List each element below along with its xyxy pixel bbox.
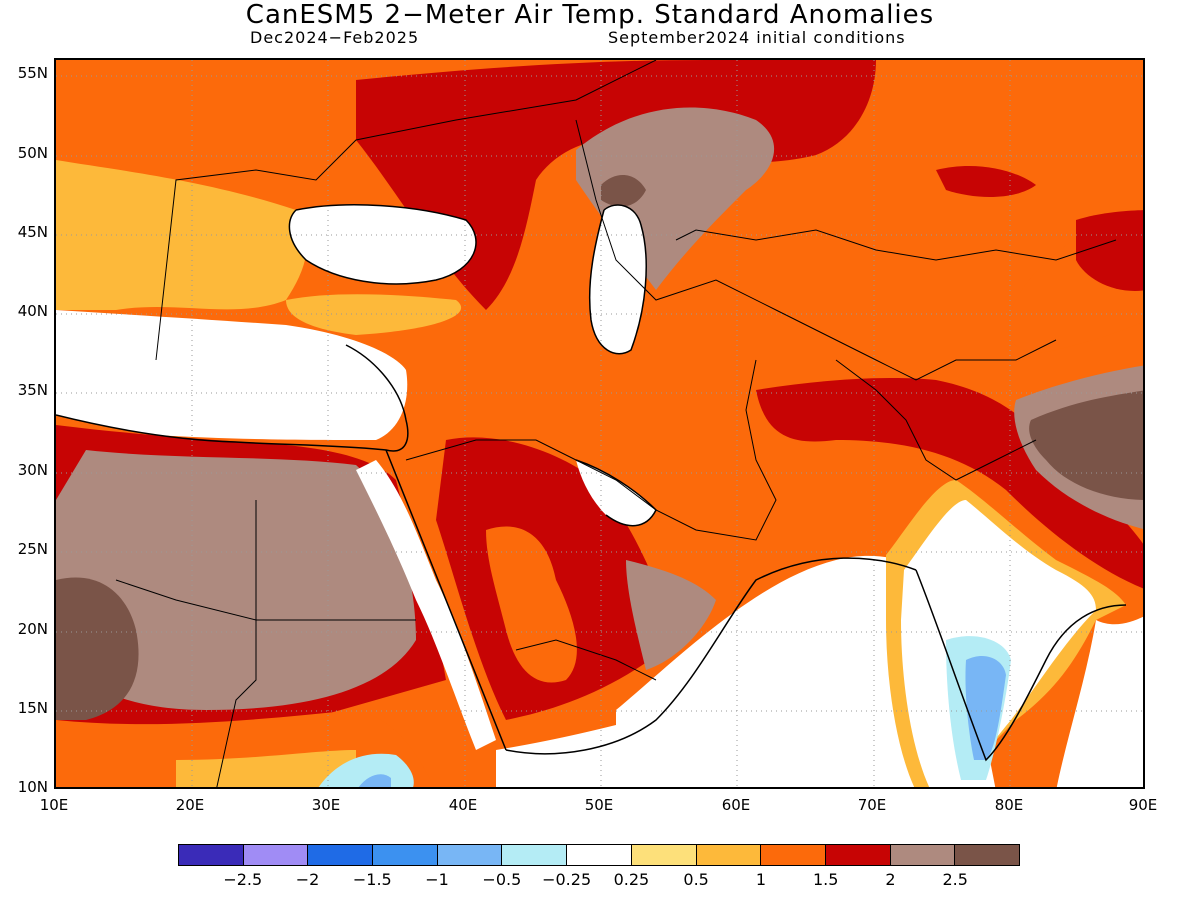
lat-label-50n: 50N — [17, 144, 48, 162]
lat-label-20n: 20N — [17, 620, 48, 638]
map-title: CanESM5 2−Meter Air Temp. Standard Anoma… — [245, 0, 935, 30]
colorbar-label: 0.25 — [613, 870, 650, 889]
colorbar-swatch — [567, 845, 632, 865]
anomaly-fill-2.5-plus-tibet — [1029, 390, 1143, 500]
lat-label-25n: 25N — [17, 540, 48, 558]
lon-label-10e: 10E — [39, 796, 69, 814]
initial-conditions: September2024 initial conditions — [608, 28, 906, 47]
lat-label-45n: 45N — [17, 223, 48, 241]
colorbar — [178, 844, 1020, 866]
coastlines — [56, 204, 1127, 762]
bay-of-bengal — [1056, 616, 1143, 787]
colorbar-label: −1.5 — [352, 870, 392, 889]
lat-label-10n: 10N — [17, 778, 48, 796]
persian-gulf — [576, 460, 656, 526]
lon-label-40e: 40E — [448, 796, 478, 814]
anomaly-fill-2.5-plus-caspian — [601, 174, 646, 207]
lat-label-35n: 35N — [17, 381, 48, 399]
anomaly-fill-neutral-india — [901, 500, 1096, 787]
colorbar-label: 2 — [885, 870, 896, 889]
colorbar-label: −0.5 — [482, 870, 522, 889]
colorbar-swatch — [631, 845, 697, 865]
anomaly-map — [54, 58, 1145, 789]
anomaly-fill-2-2.5-oman — [626, 560, 716, 670]
colorbar-label: −2.5 — [223, 870, 263, 889]
colorbar-swatch — [308, 845, 374, 865]
forecast-period: Dec2024−Feb2025 — [250, 28, 420, 47]
colorbar-label: −0.25 — [542, 870, 592, 889]
colorbar-label: −1 — [425, 870, 449, 889]
colorbar-swatch — [890, 845, 956, 865]
colorbar-swatch — [955, 845, 1019, 865]
lat-label-40n: 40N — [17, 302, 48, 320]
anomaly-fill-1.5-2-mongolia — [1076, 210, 1143, 291]
country-borders — [115, 60, 1117, 787]
lon-gridlines — [191, 60, 1011, 787]
colorbar-label: 2.5 — [942, 870, 968, 889]
lon-label-30e: 30E — [311, 796, 341, 814]
lat-label-15n: 15N — [17, 699, 48, 717]
mediterranean-sea — [56, 310, 408, 440]
colorbar-label: −2 — [295, 870, 320, 889]
anomaly-fill-1.5-2-himalaya — [756, 378, 1143, 589]
colorbar-swatch — [179, 845, 244, 865]
lon-label-50e: 50E — [584, 796, 614, 814]
colorbar-label: 1 — [755, 870, 767, 889]
anomaly-fill-neg1-neg0.5-sudan — [358, 774, 391, 787]
lon-label-80e: 80E — [994, 796, 1024, 814]
red-sea — [356, 460, 496, 750]
lon-label-70e: 70E — [857, 796, 887, 814]
colorbar-swatch — [761, 845, 826, 865]
lat-label-30n: 30N — [17, 461, 48, 479]
colorbar-swatch — [825, 845, 891, 865]
black-sea — [289, 204, 476, 284]
anomaly-fill-0.5-1-sahel — [176, 750, 356, 787]
colorbar-swatch — [437, 845, 503, 865]
lat-label-55n: 55N — [17, 64, 48, 82]
colorbar-swatch — [373, 845, 438, 865]
colorbar-swatch — [243, 845, 309, 865]
lon-label-60e: 60E — [721, 796, 751, 814]
anomaly-fill-2-2.5-sahara — [56, 450, 416, 710]
anomaly-fill-2.5-plus-chad — [56, 577, 139, 720]
anomaly-fill-0.5-1-turkey — [286, 294, 462, 335]
anomaly-fill-1-1.5-arabia — [486, 526, 577, 683]
caspian-sea — [589, 205, 647, 354]
anomaly-fill-1.5-2-kazakh — [936, 165, 1036, 197]
colorbar-label: 1.5 — [812, 870, 839, 889]
lon-label-90e: 90E — [1128, 796, 1158, 814]
lon-label-20e: 20E — [175, 796, 205, 814]
colorbar-swatch — [502, 845, 568, 865]
colorbar-label: 0.5 — [683, 870, 709, 889]
anomaly-map-canvas — [56, 60, 1143, 787]
colorbar-swatch — [696, 845, 762, 865]
